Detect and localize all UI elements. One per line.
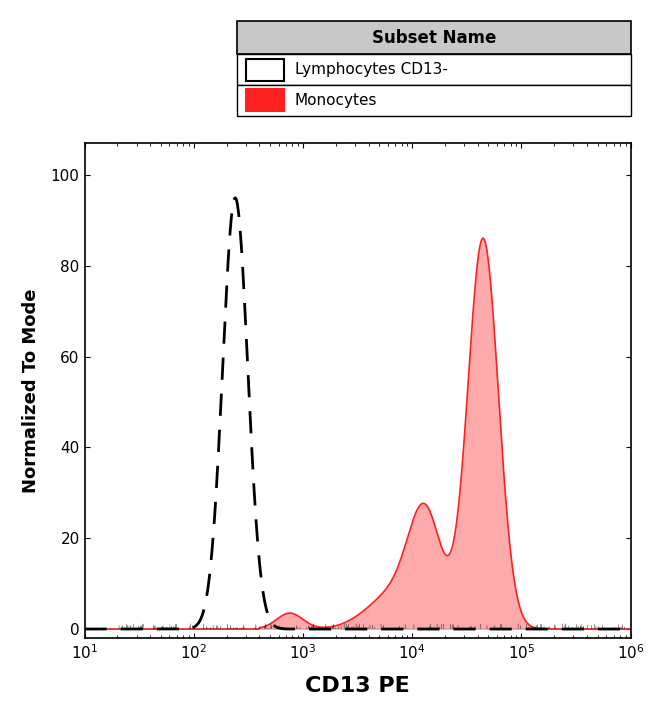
Bar — [246, 89, 284, 111]
Bar — [237, 21, 630, 55]
Bar — [246, 59, 284, 81]
Text: Subset Name: Subset Name — [372, 29, 496, 47]
Y-axis label: Normalized To Mode: Normalized To Mode — [21, 289, 40, 493]
Bar — [237, 55, 630, 85]
Bar — [237, 85, 630, 116]
Text: Lymphocytes CD13-: Lymphocytes CD13- — [294, 62, 448, 77]
X-axis label: CD13 PE: CD13 PE — [305, 676, 410, 696]
Text: Monocytes: Monocytes — [294, 93, 377, 108]
